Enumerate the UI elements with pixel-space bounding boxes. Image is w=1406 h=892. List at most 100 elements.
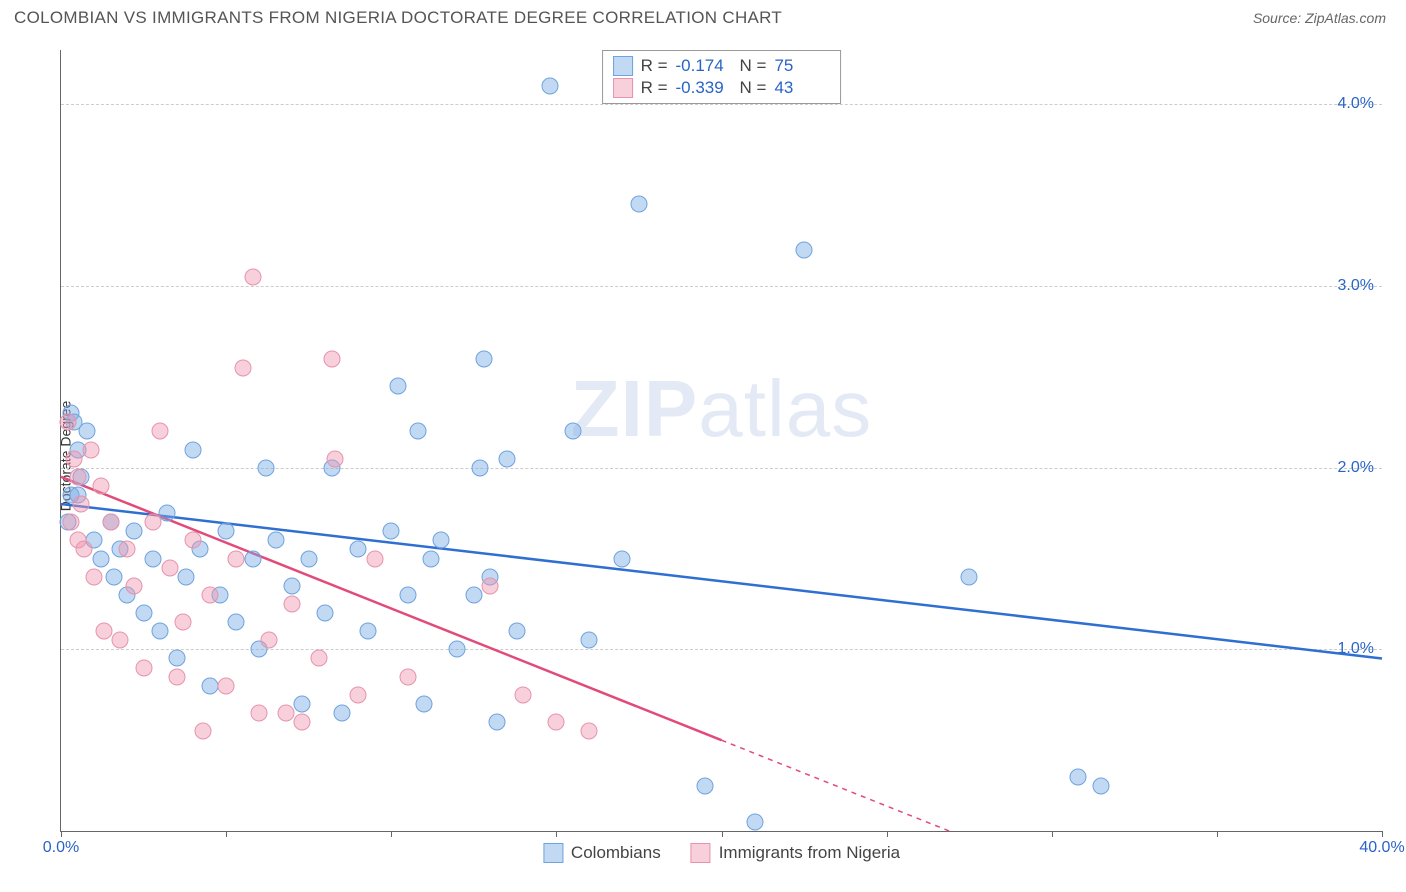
data-point: [498, 450, 515, 467]
data-point: [399, 586, 416, 603]
data-point: [465, 586, 482, 603]
x-tick: [1052, 831, 1053, 837]
data-point: [145, 550, 162, 567]
data-point: [310, 650, 327, 667]
legend-swatch: [543, 843, 563, 863]
data-point: [76, 541, 93, 558]
data-point: [201, 586, 218, 603]
data-point: [294, 695, 311, 712]
series-legend: Colombians Immigrants from Nigeria: [543, 843, 900, 863]
data-point: [564, 423, 581, 440]
data-point: [251, 704, 268, 721]
data-point: [79, 423, 96, 440]
data-point: [696, 777, 713, 794]
data-point: [294, 714, 311, 731]
x-tick: [887, 831, 888, 837]
data-point: [92, 550, 109, 567]
data-point: [333, 704, 350, 721]
data-point: [277, 704, 294, 721]
chart-container: Doctorate Degree ZIPatlas R =-0.174N =75…: [14, 40, 1392, 872]
legend-item: Immigrants from Nigeria: [691, 843, 900, 863]
data-point: [515, 686, 532, 703]
data-point: [105, 568, 122, 585]
data-point: [168, 668, 185, 685]
data-point: [366, 550, 383, 567]
data-point: [152, 423, 169, 440]
data-point: [59, 414, 76, 431]
data-point: [961, 568, 978, 585]
source-attribution: Source: ZipAtlas.com: [1253, 10, 1386, 26]
data-point: [125, 577, 142, 594]
data-point: [261, 632, 278, 649]
data-point: [350, 541, 367, 558]
data-point: [449, 641, 466, 658]
data-point: [323, 350, 340, 367]
data-point: [168, 650, 185, 667]
data-point: [630, 196, 647, 213]
data-point: [218, 677, 235, 694]
data-point: [581, 632, 598, 649]
data-point: [614, 550, 631, 567]
data-point: [482, 577, 499, 594]
data-point: [327, 450, 344, 467]
chart-title: COLOMBIAN VS IMMIGRANTS FROM NIGERIA DOC…: [14, 8, 782, 28]
data-point: [541, 78, 558, 95]
data-point: [244, 550, 261, 567]
data-point: [399, 668, 416, 685]
data-point: [746, 813, 763, 830]
data-point: [389, 378, 406, 395]
data-point: [228, 550, 245, 567]
data-point: [1093, 777, 1110, 794]
data-point: [360, 623, 377, 640]
data-point: [119, 541, 136, 558]
data-point: [300, 550, 317, 567]
x-tick: [391, 831, 392, 837]
data-point: [1070, 768, 1087, 785]
data-point: [95, 623, 112, 640]
data-point: [267, 532, 284, 549]
data-point: [508, 623, 525, 640]
data-point: [86, 568, 103, 585]
data-point: [317, 605, 334, 622]
data-point: [66, 450, 83, 467]
data-point: [488, 714, 505, 731]
data-point: [409, 423, 426, 440]
data-point: [416, 695, 433, 712]
data-point: [548, 714, 565, 731]
data-point: [125, 523, 142, 540]
data-point: [62, 514, 79, 531]
data-point: [135, 659, 152, 676]
data-point: [218, 523, 235, 540]
data-point: [796, 241, 813, 258]
data-point: [195, 723, 212, 740]
data-point: [112, 632, 129, 649]
data-point: [152, 623, 169, 640]
x-tick: [226, 831, 227, 837]
x-tick: [1382, 831, 1383, 837]
data-point: [69, 468, 86, 485]
data-point: [102, 514, 119, 531]
data-point: [185, 441, 202, 458]
data-point: [82, 441, 99, 458]
data-point: [201, 677, 218, 694]
data-point: [284, 577, 301, 594]
x-tick: [61, 831, 62, 837]
data-point: [178, 568, 195, 585]
data-point: [244, 269, 261, 286]
data-point: [135, 605, 152, 622]
x-tick: [1217, 831, 1218, 837]
data-point: [92, 477, 109, 494]
data-point: [161, 559, 178, 576]
data-point: [72, 496, 89, 513]
x-tick: [556, 831, 557, 837]
data-point: [257, 459, 274, 476]
data-point: [175, 614, 192, 631]
x-tick-label: 0.0%: [43, 839, 79, 857]
legend-label: Colombians: [571, 843, 661, 863]
data-point: [234, 359, 251, 376]
data-point: [472, 459, 489, 476]
data-point: [228, 614, 245, 631]
x-tick-label: 40.0%: [1359, 839, 1404, 857]
data-point: [145, 514, 162, 531]
data-point: [432, 532, 449, 549]
